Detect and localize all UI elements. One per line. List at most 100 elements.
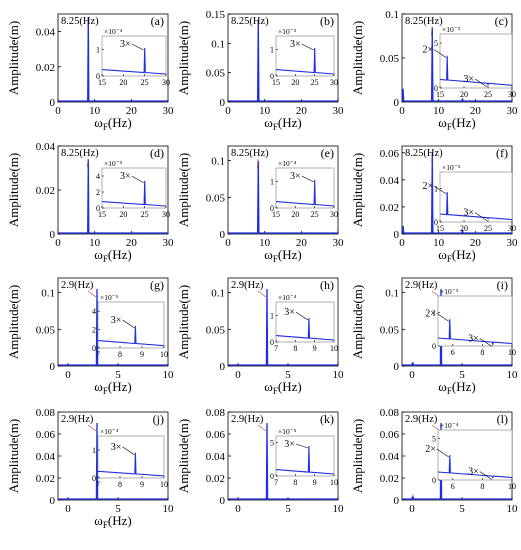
y-tick-label: 0: [50, 97, 56, 109]
y-tick-label: 0: [220, 361, 226, 373]
harmonic-label: 2×: [425, 444, 436, 455]
y-tick-label: 0.08: [380, 407, 400, 419]
inset-x-tick-label: 20: [119, 78, 127, 87]
x-tick-label: 20: [296, 105, 308, 117]
panel-label: (j): [153, 412, 164, 426]
inset-exponent: ×10⁻³: [442, 163, 461, 172]
x-axis-label: ωF(Hz): [94, 379, 131, 396]
inset-x-tick-label: 8: [480, 348, 484, 357]
y-axis-label: Amplitude(m): [6, 419, 21, 493]
inset-y-tick-label: 1: [96, 45, 100, 54]
inset-frame: [97, 301, 165, 349]
spectrum-line: [228, 19, 338, 102]
inset-b: 15 20 25 30 0 1 ×10⁻³ 3×: [270, 27, 338, 87]
y-tick-label: 0.04: [380, 175, 400, 187]
y-tick-label: 0.02: [380, 202, 399, 214]
x-tick-label: 10: [333, 369, 345, 381]
inset-x-tick-label: 10: [160, 350, 168, 359]
inset-frame: [439, 33, 513, 89]
peak-arrow: [256, 158, 259, 169]
x-axis-unit: (Hz): [278, 379, 302, 394]
inset-y-tick-label: 0: [434, 218, 438, 227]
peak-frequency-label: 2.9(Hz): [61, 414, 94, 425]
peak-frequency-label: 8.25(Hz): [231, 16, 269, 27]
panel-label: (c): [495, 14, 508, 28]
peak-frequency-label: 8.25(Hz): [405, 16, 443, 27]
x-axis-unit: (Hz): [108, 379, 132, 394]
inset-y-tick-label: 0: [434, 84, 438, 93]
panel-label: (i): [497, 278, 508, 292]
harmonic-arrow: [436, 313, 450, 322]
y-axis-label: Amplitude(m): [176, 21, 191, 95]
y-tick-label: 0: [220, 97, 226, 109]
inset-y-tick-label: 0: [270, 204, 274, 213]
x-tick-label: 10: [89, 237, 101, 249]
x-axis-subscript: F: [447, 386, 452, 396]
inset-y-tick-label: 4: [96, 172, 100, 181]
peak-frequency-label: 8.25(Hz): [61, 148, 99, 159]
inset-spectrum-line: [439, 191, 513, 221]
x-tick-label: 0: [399, 237, 405, 249]
y-axis-label: Amplitude(m): [350, 419, 365, 493]
x-tick-label: 0: [65, 369, 71, 381]
inset-x-tick-label: 7: [96, 480, 100, 489]
inset-spectrum-line: [437, 319, 513, 347]
inset-g: 7 8 9 10 0 2 4 ×10⁻⁵ 3×: [92, 293, 168, 359]
y-axis-label: Amplitude(m): [350, 21, 365, 95]
x-tick-label: 20: [470, 105, 482, 117]
y-tick-label: 0: [394, 97, 400, 109]
inset-exponent: ×10⁻⁴: [278, 293, 297, 302]
x-tick-label: 0: [55, 237, 61, 249]
x-axis-label: ωF(Hz): [94, 115, 131, 132]
x-axis-unit: (Hz): [452, 247, 476, 262]
x-tick-label: 10: [163, 503, 175, 515]
y-axis-label: Amplitude(m): [350, 285, 365, 359]
spectrum-line: [58, 422, 168, 500]
inset-x-tick-label: 15: [436, 224, 444, 233]
y-tick-label: 0.04: [206, 451, 226, 463]
inset-x-tick-label: 25: [311, 78, 319, 87]
peak-arrow: [256, 26, 259, 29]
x-axis-subscript: F: [273, 122, 278, 132]
x-axis-subscript: F: [447, 122, 452, 132]
x-tick-label: 30: [507, 105, 519, 117]
inset-y-tick-label: 2: [92, 326, 96, 335]
harmonic-arrow: [301, 175, 314, 183]
spectrum-line: [228, 160, 338, 234]
inset-x-tick-label: 30: [162, 210, 170, 219]
inset-x-tick-label: 9: [313, 344, 317, 353]
inset-exponent: ×10⁻⁵: [104, 159, 123, 168]
inset-x-tick-label: 30: [330, 210, 338, 219]
inset-spectrum-line: [97, 325, 165, 347]
plot-frame: [227, 13, 339, 103]
x-axis-omega: ω: [264, 247, 273, 262]
x-tick-label: 0: [409, 503, 415, 515]
inset-x-tick-label: 20: [119, 210, 127, 219]
inset-x-tick-label: 9: [140, 350, 144, 359]
plot-frame: [57, 277, 169, 367]
inset-x-tick-label: 6: [451, 348, 455, 357]
inset-a: 15 20 25 30 0 1 ×10⁻⁴ 3×: [96, 27, 170, 87]
y-tick-label: 0: [394, 229, 400, 241]
inset-spectrum-line: [101, 47, 167, 75]
peak-frequency-label: 8.25(Hz): [231, 148, 269, 159]
panel-label: (g): [150, 278, 164, 292]
inset-y-tick-label: 1: [432, 309, 436, 318]
harmonic-arrow: [474, 78, 488, 88]
x-tick-label: 20: [296, 237, 308, 249]
harmonic-label: 3×: [111, 315, 122, 326]
x-axis-omega: ω: [438, 247, 447, 262]
inset-spectrum-line: [275, 179, 335, 207]
x-axis-omega: ω: [264, 379, 273, 394]
x-tick-label: 10: [89, 105, 101, 117]
inset-x-tick-label: 10: [508, 482, 516, 491]
inset-x-tick-label: 8: [293, 478, 297, 487]
x-tick-label: 5: [285, 369, 291, 381]
x-axis-subscript: F: [447, 254, 452, 264]
inset-y-tick-label: 0: [270, 338, 274, 347]
panel-l: 0 5 10 0 0.02 0.04 0.06 0.08 2.9(Hz) (l) Amplitude…: [350, 407, 518, 515]
inset-y-tick-label: 0: [96, 72, 100, 81]
inset-y-tick-label: 5: [432, 434, 436, 443]
spectrum-line: [402, 288, 512, 366]
